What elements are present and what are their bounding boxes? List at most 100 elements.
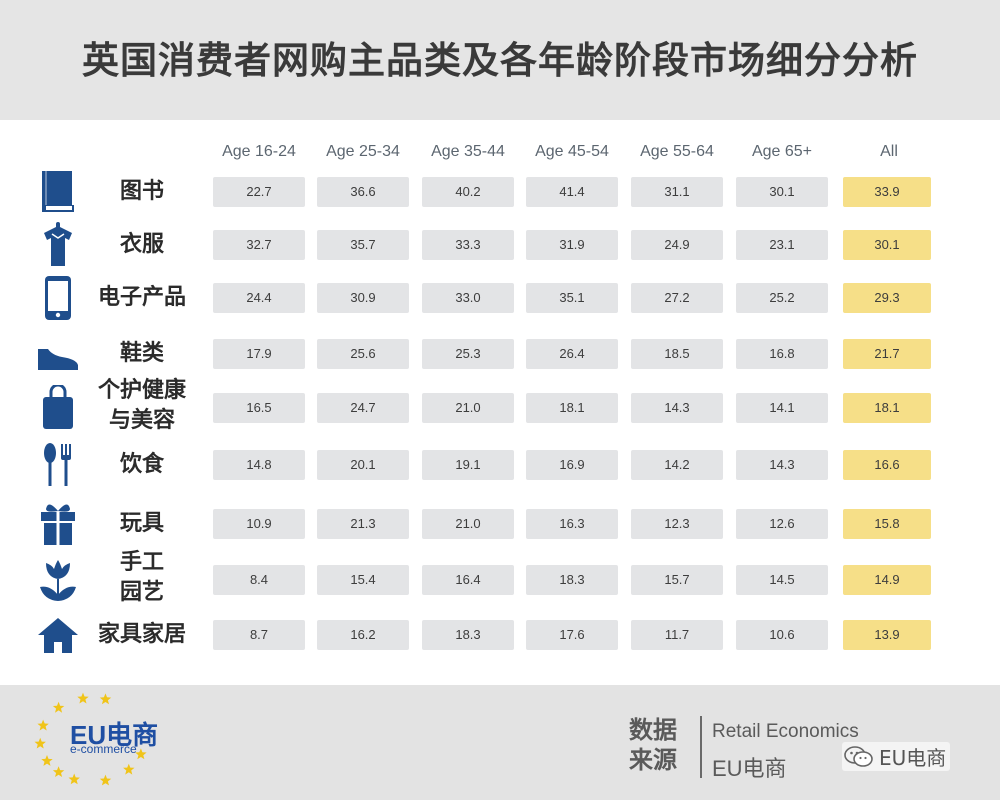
- utensils-icon: [36, 442, 80, 488]
- star-icon: [99, 693, 112, 705]
- table-cell: 27.2: [631, 283, 723, 313]
- table-cell: 18.5: [631, 339, 723, 369]
- shoe-icon: [36, 331, 80, 377]
- row-label: 玩具: [88, 509, 196, 539]
- row-label: 个护健康 与美容: [88, 376, 196, 436]
- table-cell: 24.7: [317, 393, 409, 423]
- column-header: Age 25-34: [326, 143, 400, 160]
- row-label: 图书: [88, 177, 196, 207]
- table-cell: 40.2: [422, 177, 514, 207]
- table-cell: 22.7: [213, 177, 305, 207]
- table-cell: 8.4: [213, 565, 305, 595]
- table-cell: 16.6: [843, 450, 931, 480]
- wechat-icon: [844, 745, 873, 767]
- table-cell: 19.1: [422, 450, 514, 480]
- bag-icon: [36, 383, 80, 431]
- column-header: Age 65+: [751, 143, 813, 160]
- table-cell: 16.8: [736, 339, 828, 369]
- table-cell: 30.9: [317, 283, 409, 313]
- star-icon: [77, 692, 89, 704]
- source-name-eu: EU电商: [712, 756, 787, 781]
- row-label: 饮食: [88, 450, 196, 480]
- table-cell: 14.3: [631, 393, 723, 423]
- table-cell: 29.3: [843, 283, 931, 313]
- table-cell: 41.4: [526, 177, 618, 207]
- table-cell: 13.9: [843, 620, 931, 650]
- phone-icon: [36, 275, 80, 321]
- row-label: 电子产品: [88, 283, 196, 313]
- table-cell: 14.3: [736, 450, 828, 480]
- source-divider: [700, 716, 702, 778]
- column-header: Age 55-64: [640, 143, 714, 160]
- footer-band: [0, 685, 1000, 800]
- column-header: Age 16-24: [222, 143, 296, 160]
- eu-stars-icon: [34, 692, 147, 786]
- row-label-line: 家具家居: [97, 622, 186, 647]
- row-label-line: 玩具: [119, 511, 164, 536]
- page-title: 英国消费者网购主品类及各年龄阶段市场细分分析: [82, 39, 918, 82]
- star-icon: [123, 763, 135, 775]
- table-cell: 24.4: [213, 283, 305, 313]
- source-name-retail-economics: Retail Economics: [712, 721, 859, 742]
- table-cell: 35.1: [526, 283, 618, 313]
- star-icon: [37, 719, 49, 731]
- gift-icon: [36, 501, 80, 547]
- row-label-line: 衣服: [119, 232, 164, 257]
- table-cell: 33.0: [422, 283, 514, 313]
- row-label-line: 与美容: [108, 408, 175, 433]
- table-cell: 15.4: [317, 565, 409, 595]
- table-cell: 18.1: [526, 393, 618, 423]
- table-cell: 16.2: [317, 620, 409, 650]
- table-cell: 36.6: [317, 177, 409, 207]
- source-label-line-1: 数据: [629, 716, 677, 744]
- table-cell: 16.9: [526, 450, 618, 480]
- star-icon: [68, 773, 80, 785]
- table-cell: 14.5: [736, 565, 828, 595]
- table-cell: 11.7: [631, 620, 723, 650]
- row-label: 鞋类: [88, 339, 196, 369]
- table-cell: 14.8: [213, 450, 305, 480]
- shirt-icon: [36, 222, 80, 268]
- row-label: 衣服: [88, 230, 196, 260]
- book-icon: [36, 169, 80, 215]
- source-label-line-2: 来源: [629, 746, 677, 774]
- table-cell: 33.3: [422, 230, 514, 260]
- table-cell: 21.0: [422, 393, 514, 423]
- column-header: All: [880, 143, 898, 160]
- table-cell: 21.7: [843, 339, 931, 369]
- column-header: Age 35-44: [431, 143, 505, 160]
- star-icon: [52, 766, 65, 777]
- table-cell: 32.7: [213, 230, 305, 260]
- title-band: [0, 0, 1000, 120]
- watermark: EU电商: [842, 742, 951, 771]
- table-cell: 35.7: [317, 230, 409, 260]
- flower-icon: [36, 557, 80, 603]
- row-label-line: 图书: [119, 179, 164, 204]
- table-cell: 15.8: [843, 509, 931, 539]
- table-cell: 8.7: [213, 620, 305, 650]
- star-icon: [135, 748, 147, 760]
- table-cell: 14.2: [631, 450, 723, 480]
- table-cell: 12.6: [736, 509, 828, 539]
- row-label: 家具家居: [88, 620, 196, 650]
- table-cell: 12.3: [631, 509, 723, 539]
- house-icon: [36, 612, 80, 658]
- table-cell: 25.3: [422, 339, 514, 369]
- table-cell: 18.3: [526, 565, 618, 595]
- star-icon: [99, 774, 112, 786]
- table-cell: 31.9: [526, 230, 618, 260]
- table-cell: 26.4: [526, 339, 618, 369]
- star-icon: [52, 701, 65, 713]
- star-icon: [41, 755, 53, 766]
- table-cell: 14.1: [736, 393, 828, 423]
- table-cell: 10.9: [213, 509, 305, 539]
- table-cell: 16.4: [422, 565, 514, 595]
- row-label-line: 电子产品: [97, 285, 186, 310]
- watermark-text: EU电商: [879, 746, 947, 770]
- table-cell: 21.3: [317, 509, 409, 539]
- table-cell: 17.9: [213, 339, 305, 369]
- row-label-line: 个护健康: [97, 378, 186, 403]
- logo-subtitle: e-commerce: [70, 742, 137, 756]
- row-label-line: 鞋类: [119, 341, 164, 366]
- row-label: 手工 园艺: [88, 548, 196, 608]
